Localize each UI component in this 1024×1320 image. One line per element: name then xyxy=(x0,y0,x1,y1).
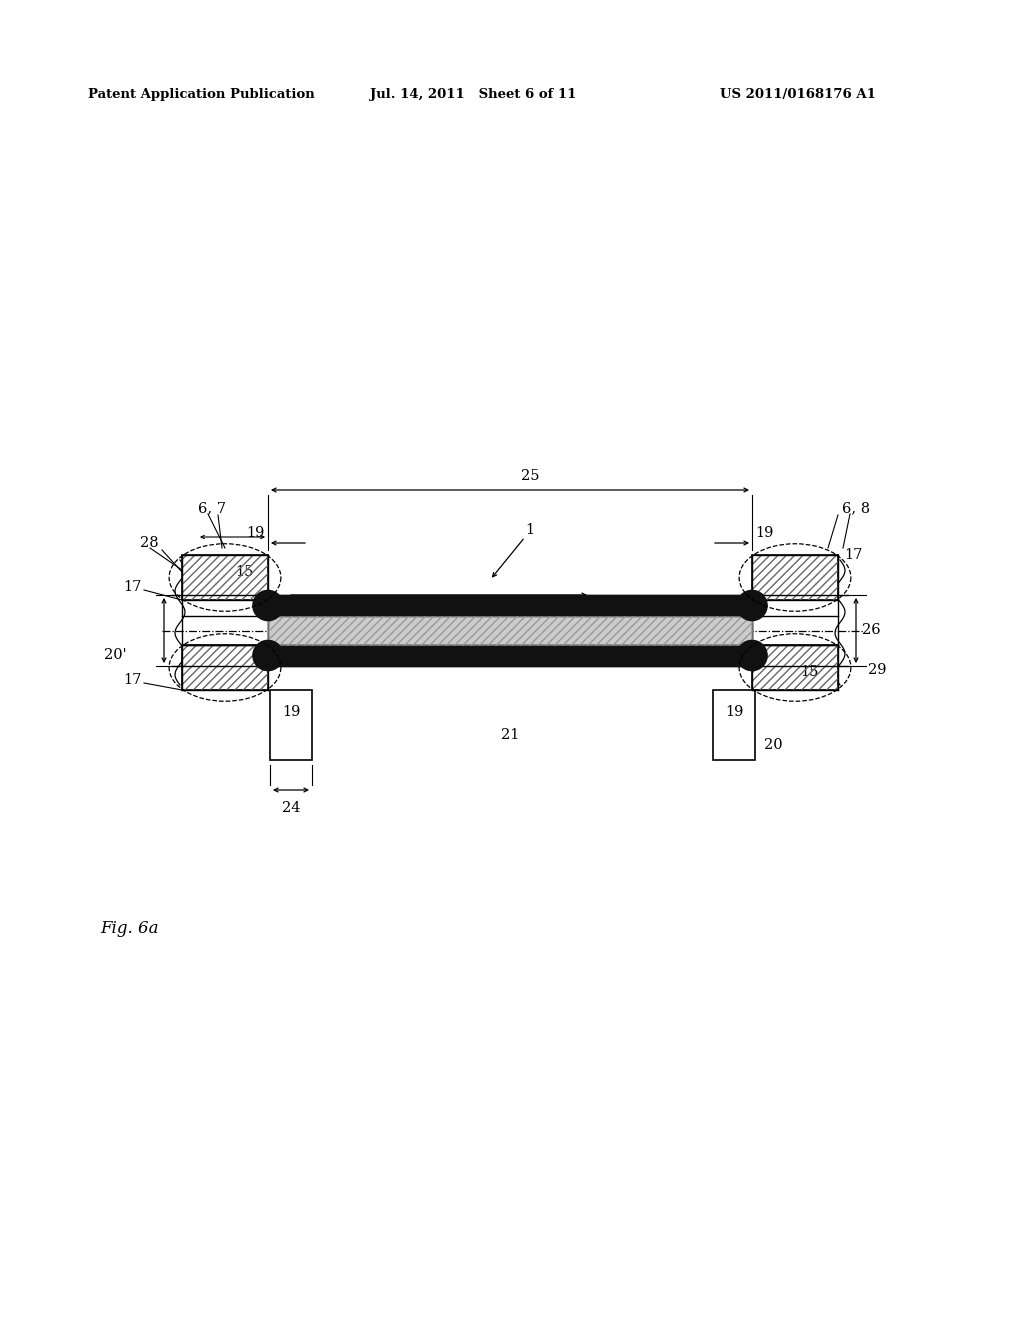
Text: 19: 19 xyxy=(282,705,300,719)
Text: 29: 29 xyxy=(868,663,887,677)
Text: 19: 19 xyxy=(725,705,743,719)
Bar xyxy=(182,645,268,690)
Circle shape xyxy=(253,590,283,620)
Text: 1: 1 xyxy=(525,523,535,537)
Text: 26: 26 xyxy=(862,623,881,638)
Circle shape xyxy=(253,640,283,671)
Text: 17: 17 xyxy=(124,673,142,686)
Text: 28: 28 xyxy=(140,536,159,550)
Text: 19: 19 xyxy=(755,525,773,540)
Bar xyxy=(752,645,838,690)
Circle shape xyxy=(737,640,767,671)
Bar xyxy=(752,645,838,690)
Text: 15: 15 xyxy=(234,565,253,579)
Bar xyxy=(182,554,268,601)
Text: 19: 19 xyxy=(247,525,265,540)
Text: US 2011/0168176 A1: US 2011/0168176 A1 xyxy=(720,88,876,102)
Text: Fig. 6a: Fig. 6a xyxy=(100,920,159,937)
Text: 24: 24 xyxy=(282,801,300,814)
Bar xyxy=(713,690,755,760)
Bar xyxy=(752,554,838,601)
Text: 20: 20 xyxy=(764,738,782,752)
Text: 6, 7: 6, 7 xyxy=(198,502,226,515)
Text: Patent Application Publication: Patent Application Publication xyxy=(88,88,314,102)
Bar xyxy=(268,616,752,645)
Bar xyxy=(270,690,312,760)
Text: 25: 25 xyxy=(521,469,540,483)
Bar xyxy=(268,595,752,616)
Text: 20': 20' xyxy=(104,648,127,663)
Text: 27: 27 xyxy=(525,606,544,620)
Bar xyxy=(268,645,752,667)
Bar xyxy=(752,554,838,601)
Text: Jul. 14, 2011   Sheet 6 of 11: Jul. 14, 2011 Sheet 6 of 11 xyxy=(370,88,577,102)
Text: 21: 21 xyxy=(501,729,519,742)
Text: 15: 15 xyxy=(800,665,818,680)
Bar xyxy=(182,554,268,601)
Bar xyxy=(268,616,752,645)
Text: 17: 17 xyxy=(844,548,862,562)
Bar xyxy=(182,645,268,690)
Circle shape xyxy=(737,590,767,620)
Text: 6, 8: 6, 8 xyxy=(842,502,870,515)
Text: 17: 17 xyxy=(124,579,142,594)
